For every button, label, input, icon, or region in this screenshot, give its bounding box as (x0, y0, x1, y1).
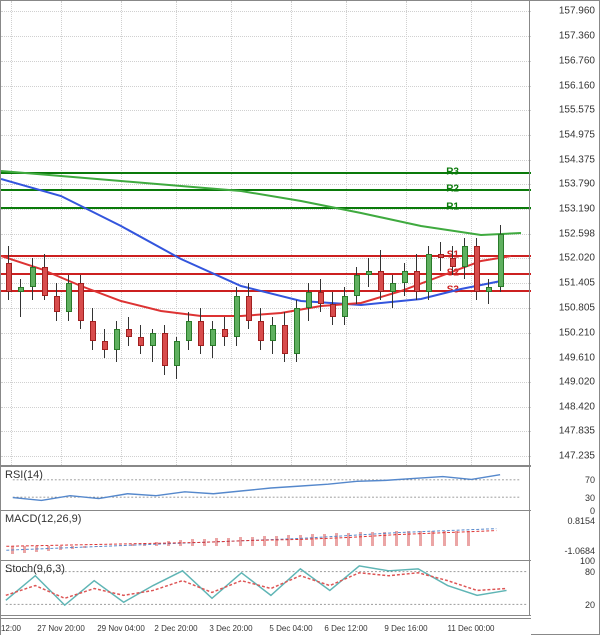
y-tick: 147.835 (559, 426, 595, 437)
y-tick: 152.020 (559, 252, 595, 263)
y-axis: 157.960 157.360 156.760 156.160 155.575 154.9… (529, 1, 599, 466)
sr-label-s3: S3 (447, 284, 459, 295)
x-tick: 5 Dec 04:00 (269, 624, 312, 633)
rsi-tick: 70 (585, 475, 595, 485)
x-tick: 3 Dec 20:00 (209, 624, 252, 633)
y-tick: 156.160 (559, 80, 595, 91)
x-tick: 9 Dec 16:00 (384, 624, 427, 633)
stoch-label: Stoch(9,6,3) (5, 563, 65, 575)
macd-y-axis: 0.8154 -1.0684 (529, 511, 599, 561)
rsi-label: RSI(14) (5, 469, 43, 481)
x-tick: 27 Nov 20:00 (37, 624, 85, 633)
y-tick: 154.975 (559, 129, 595, 140)
rsi-tick: 30 (585, 493, 595, 503)
y-tick: 152.598 (559, 228, 595, 239)
sr-label-r2: R2 (446, 184, 459, 195)
chart-container: R3R2R1S1S2S3 157.960157.360156.760156.16… (0, 0, 600, 635)
y-tick: 156.760 (559, 55, 595, 66)
x-tick: 2 Dec 20:00 (154, 624, 197, 633)
x-tick: 11 Dec 00:00 (448, 624, 495, 633)
sr-label-r1: R1 (446, 202, 459, 213)
y-tick: 155.575 (559, 104, 595, 115)
macd-label: MACD(12,26,9) (5, 513, 81, 525)
macd-tick: 0.8154 (567, 516, 595, 526)
y-tick: 150.805 (559, 303, 595, 314)
y-tick: 147.235 (559, 451, 595, 462)
y-tick: 154.375 (559, 154, 595, 165)
y-tick: 149.610 (559, 352, 595, 363)
y-tick: 157.960 (559, 5, 595, 16)
y-tick: 150.210 (559, 327, 595, 338)
x-tick: 6 Dec 12:00 (324, 624, 367, 633)
stoch-tick: 20 (585, 600, 595, 610)
y-tick: 149.020 (559, 377, 595, 388)
y-tick: 153.190 (559, 204, 595, 215)
stoch-tick: 80 (585, 567, 595, 577)
rsi-panel[interactable]: RSI(14) (1, 466, 531, 511)
main-price-panel[interactable]: R3R2R1S1S2S3 (1, 1, 531, 466)
macd-panel[interactable]: MACD(12,26,9) (1, 511, 531, 561)
y-tick: 148.420 (559, 402, 595, 413)
x-tick: 29 Nov 04:00 (97, 624, 145, 633)
stoch-tick: 100 (580, 556, 595, 566)
rsi-y-axis: 70300 (529, 466, 599, 511)
stoch-y-axis: 1008020 (529, 561, 599, 616)
y-tick: 157.360 (559, 30, 595, 41)
stoch-panel[interactable]: Stoch(9,6,3) (1, 561, 531, 616)
x-axis: 12:00 27 Nov 20:00 29 Nov 04:00 2 Dec 20:00… (1, 618, 531, 635)
y-tick: 153.790 (559, 179, 595, 190)
macd-tick: -1.0684 (564, 546, 595, 556)
y-tick: 151.405 (559, 278, 595, 289)
x-tick: 12:00 (1, 624, 21, 633)
sr-label-r3: R3 (446, 167, 459, 178)
